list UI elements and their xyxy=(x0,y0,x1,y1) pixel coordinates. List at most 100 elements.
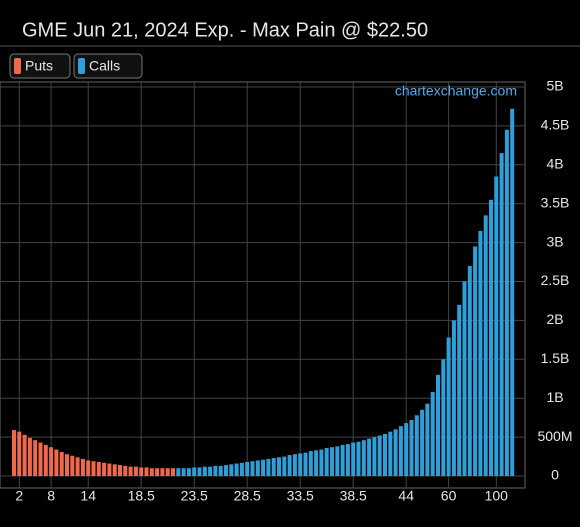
bar xyxy=(49,447,54,476)
bar xyxy=(372,437,377,476)
bar xyxy=(234,463,239,476)
plot-frame xyxy=(0,81,526,489)
bar xyxy=(462,281,467,476)
bars xyxy=(12,108,515,477)
bar xyxy=(12,430,16,476)
bar xyxy=(282,456,287,476)
bar xyxy=(478,230,483,476)
bar xyxy=(27,437,32,476)
bar xyxy=(404,423,409,476)
y-tick-label: 4B xyxy=(546,156,563,172)
x-tick-label: 100 xyxy=(485,488,509,504)
bar xyxy=(489,199,493,476)
legend-item[interactable]: Calls xyxy=(73,53,143,79)
bar xyxy=(96,461,101,476)
bar xyxy=(351,442,356,476)
bar xyxy=(192,467,197,476)
bar xyxy=(319,449,324,476)
y-tick-label: 2.5B xyxy=(541,272,570,288)
bar xyxy=(38,442,43,476)
bar xyxy=(54,449,59,476)
bar xyxy=(144,467,149,476)
x-tick-label: 23.5 xyxy=(181,488,208,504)
legend-label: Calls xyxy=(89,58,120,74)
bar xyxy=(457,304,462,476)
bar xyxy=(446,337,451,476)
bar xyxy=(65,454,69,476)
bar xyxy=(250,461,255,476)
bar xyxy=(361,440,366,476)
watermark: chartexchange.com xyxy=(395,83,517,99)
legend-swatch xyxy=(78,58,85,74)
bar xyxy=(420,409,425,476)
bar xyxy=(436,374,440,476)
bar xyxy=(91,461,96,476)
bar xyxy=(414,415,419,476)
bar xyxy=(473,246,478,476)
bar xyxy=(133,466,138,476)
bar xyxy=(377,435,382,476)
bar xyxy=(197,467,202,476)
bar xyxy=(165,468,170,476)
legend: Puts Calls xyxy=(9,53,143,79)
grid: 0 500M 1B 1.5B 2B 2.5B 3B 3.5B 4B 4.5B 5B 2 8 14 18.5 2… xyxy=(0,78,573,504)
bar xyxy=(128,466,133,476)
bar xyxy=(112,464,117,476)
y-tick-label: 2B xyxy=(546,311,563,327)
bar xyxy=(213,465,218,476)
bar xyxy=(17,431,22,476)
y-tick-label: 500M xyxy=(537,428,572,444)
bar xyxy=(33,440,38,476)
bar xyxy=(356,441,361,476)
bar xyxy=(218,465,223,476)
x-tick-label: 8 xyxy=(47,488,55,504)
bar xyxy=(261,459,266,476)
bar xyxy=(118,465,122,476)
bar xyxy=(430,391,435,476)
y-tick-label: 1B xyxy=(546,389,563,405)
x-tick-label: 18.5 xyxy=(128,488,155,504)
bar xyxy=(467,265,472,476)
bar xyxy=(70,455,75,476)
bar xyxy=(383,433,387,476)
bar xyxy=(324,447,329,476)
bar xyxy=(186,468,191,476)
bar xyxy=(398,426,403,476)
bar xyxy=(149,468,154,476)
bar xyxy=(367,438,372,476)
x-tick-label: 28.5 xyxy=(234,488,261,504)
x-tick-label: 14 xyxy=(80,488,96,504)
bar xyxy=(277,457,281,476)
bar xyxy=(340,444,345,476)
bar xyxy=(494,176,499,476)
bar xyxy=(176,468,181,476)
bar xyxy=(255,460,260,476)
bar xyxy=(43,444,48,476)
bar xyxy=(208,466,213,476)
bar xyxy=(409,419,414,476)
y-tick-label: 0 xyxy=(551,467,559,483)
legend-item[interactable]: Puts xyxy=(9,53,71,79)
bar xyxy=(160,468,165,476)
x-tick-label: 60 xyxy=(441,488,457,504)
bar xyxy=(75,457,80,476)
bar xyxy=(504,129,509,477)
x-tick-label: 33.5 xyxy=(287,488,314,504)
legend-box[interactable] xyxy=(9,53,71,79)
legend-box[interactable] xyxy=(73,53,143,79)
bar xyxy=(441,359,446,476)
bar xyxy=(314,450,319,476)
bar xyxy=(451,320,456,476)
bar xyxy=(239,462,244,476)
bar xyxy=(303,452,308,476)
bar xyxy=(483,215,488,476)
bar xyxy=(292,454,297,476)
x-tick-label: 38.5 xyxy=(340,488,367,504)
bar xyxy=(330,447,334,476)
x-tick-label: 44 xyxy=(398,488,414,504)
bar xyxy=(123,465,128,476)
chart-title: GME Jun 21, 2024 Exp. - Max Pain @ $22.5… xyxy=(22,19,428,41)
y-tick-label: 3.5B xyxy=(541,194,570,210)
bar xyxy=(335,446,340,476)
